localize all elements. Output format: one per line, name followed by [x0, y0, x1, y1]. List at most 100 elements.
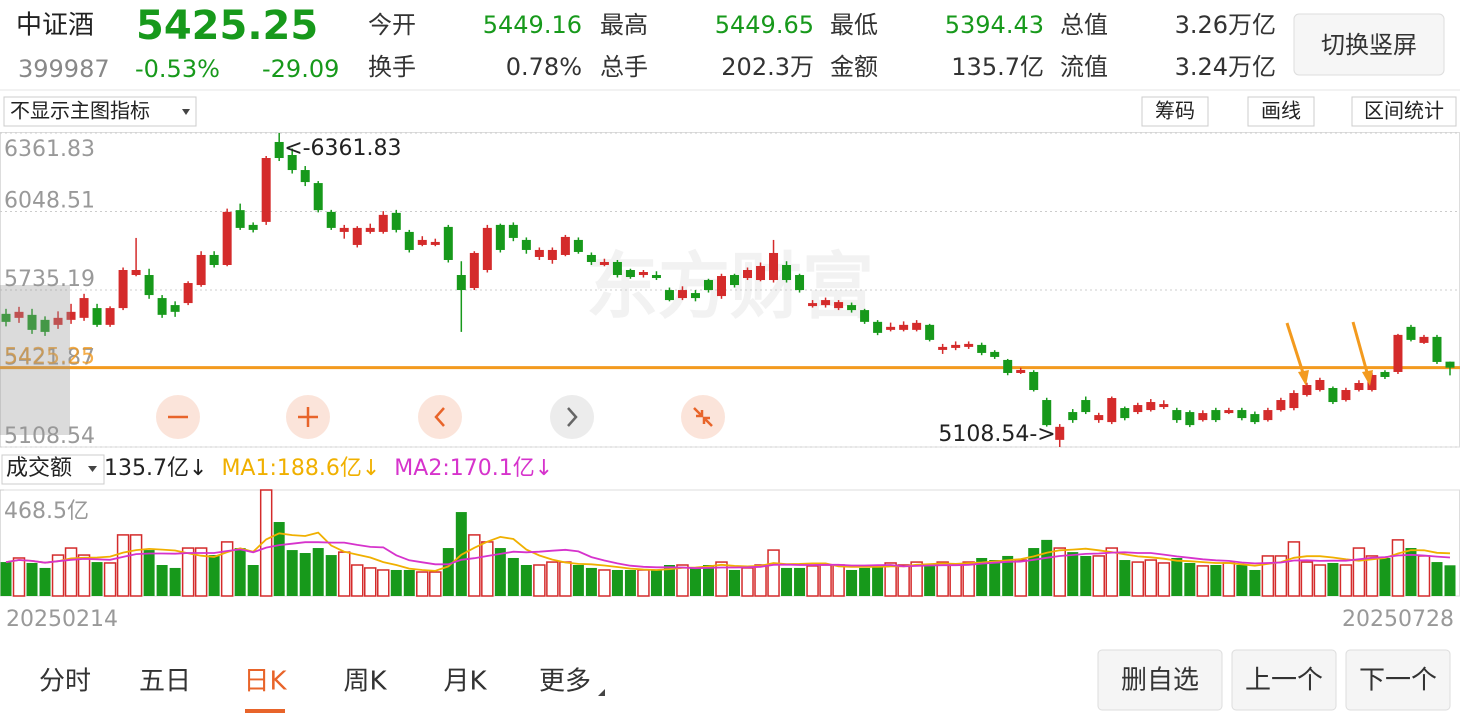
volume-bar: [64, 547, 78, 597]
volume-bar: [1210, 565, 1222, 596]
volume-bar: [559, 561, 572, 597]
rotate-button[interactable]: [1293, 13, 1445, 76]
candle-body: [508, 224, 518, 238]
legend-item: MA1:188.6亿↓: [221, 456, 380, 481]
candle-body: [1081, 400, 1091, 413]
volume-bar: [1171, 557, 1183, 596]
candle-body: [131, 270, 141, 276]
volume-legend: 成交额 135.7亿↓ MA1:188.6亿↓ MA2:170.1亿↓: [6, 456, 553, 481]
action-button[interactable]: [1231, 649, 1337, 711]
candle-body: [430, 241, 440, 245]
move-right[interactable]: [550, 395, 594, 439]
volume-bar: [1105, 547, 1119, 597]
header: 中证酒 5425.25 399987 -0.53% -29.09 今开 5449…: [16, 3, 1445, 83]
tool-button[interactable]: [1141, 96, 1209, 127]
stat-label: 换手: [368, 53, 416, 81]
candle-body: [170, 305, 180, 312]
tab[interactable]: 更多: [539, 667, 591, 697]
candle-body: [209, 254, 219, 265]
candle-body: [1224, 410, 1234, 414]
candle-body: [586, 254, 596, 262]
code: 399987: [18, 55, 110, 83]
volume-bar: [1002, 555, 1014, 596]
stat-value: 0.78%: [506, 53, 582, 81]
volume-bar: [884, 562, 897, 597]
scroll-handle[interactable]: [0, 285, 70, 435]
candle-body: [1445, 361, 1455, 368]
candle-body: [1393, 334, 1403, 372]
volume-bar: [572, 565, 584, 596]
volume-bar: [1041, 539, 1053, 596]
dropdown-arrow: [182, 109, 190, 115]
candle-body: [730, 275, 740, 286]
candle-body: [391, 212, 401, 230]
candle-body: [1315, 379, 1325, 391]
volume-bar: [1327, 562, 1339, 596]
volume-bar: [715, 561, 728, 597]
candle-body: [1055, 426, 1065, 440]
change: -29.09: [262, 55, 339, 83]
volume-bar: [1391, 539, 1405, 597]
volume-bar: [1014, 559, 1027, 597]
volume-bar: [1365, 555, 1379, 597]
tool-button[interactable]: [1351, 96, 1457, 127]
volume-bar: [702, 565, 714, 596]
candle-body: [964, 343, 974, 347]
volume-bar: [832, 564, 845, 597]
legend-item: 135.7亿↓: [104, 456, 207, 481]
tool-label: 画线: [1261, 99, 1301, 123]
volume-bar: [26, 562, 38, 596]
action-button[interactable]: [1345, 649, 1451, 711]
candle-body: [1107, 398, 1117, 423]
volume-bar: [129, 534, 143, 597]
tool-button[interactable]: [1247, 96, 1315, 127]
candle-body: [1276, 400, 1286, 411]
volume-bar: [1300, 561, 1314, 597]
candle-body: [183, 283, 193, 304]
volume-bar: [273, 522, 285, 596]
tab[interactable]: 月K: [443, 667, 487, 697]
tab[interactable]: 分时: [39, 667, 91, 697]
stat-value: 135.7亿: [951, 53, 1044, 81]
volume-bar: [806, 565, 819, 597]
actions: 删自选 上一个 下一个: [1097, 649, 1451, 711]
candle-body: [365, 227, 375, 232]
arrow-head: [1298, 370, 1309, 386]
candle-body: [756, 265, 766, 281]
candle-body: [1341, 390, 1351, 401]
tab[interactable]: 周K: [343, 667, 387, 697]
price: 5425.25: [136, 3, 318, 49]
stat-label: 金额: [830, 53, 878, 81]
stat-label: 最低: [830, 11, 878, 39]
volume-bar: [936, 561, 949, 597]
candle-body: [795, 275, 805, 291]
candle-body: [222, 211, 232, 265]
candle-body: [1198, 413, 1208, 421]
candle-body: [92, 308, 102, 325]
tab[interactable]: 日K: [243, 667, 287, 697]
candle-body: [1250, 414, 1260, 423]
candle-body: [196, 254, 206, 286]
candle-body: [873, 321, 883, 333]
y-tick-label: 6048.51: [4, 188, 95, 213]
action-button[interactable]: [1097, 649, 1223, 711]
tab[interactable]: 五日: [139, 667, 191, 697]
active-underline: [245, 709, 285, 713]
volume-bar: [234, 548, 246, 596]
y-tick-label: 5108.54: [4, 424, 95, 449]
candle-body: [1016, 369, 1026, 373]
candle-body: [834, 302, 844, 309]
stat-value: 5449.16: [483, 11, 582, 39]
move-left[interactable]: [418, 395, 462, 439]
price-chart: 东方财富5108.545421.875735.196048.516361.835…: [0, 132, 1460, 449]
stat-label: 总值: [1060, 11, 1108, 39]
volume-bar: [976, 557, 988, 596]
candle-body: [1042, 400, 1052, 426]
volume-bar: [103, 562, 117, 597]
candle-body: [990, 351, 1000, 357]
candle-body: [677, 290, 687, 299]
price-line-label: 5425.25: [4, 345, 95, 370]
candle-body: [703, 280, 713, 291]
stat-label: 最高: [600, 11, 648, 39]
indicator-select[interactable]: [3, 96, 197, 127]
